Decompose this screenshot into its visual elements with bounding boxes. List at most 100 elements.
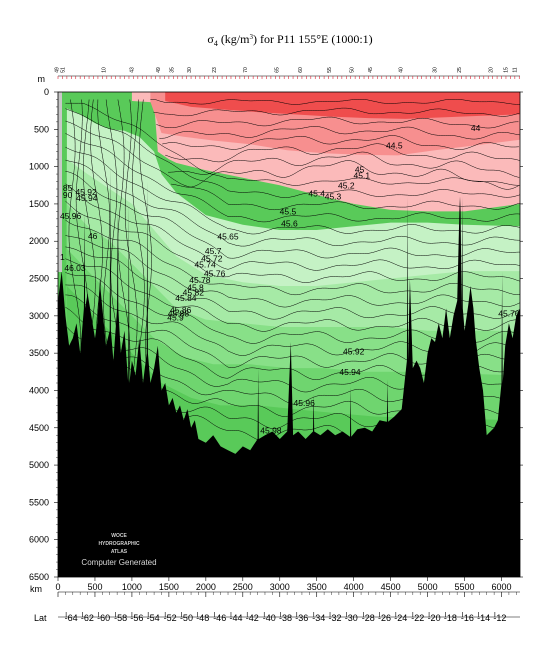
station-strip: 49 51 10 43 49 35 30 23 70 65 60 55 50 45 40 30 25 20 15 11 — [54, 67, 520, 79]
y-tick-label: 6500 — [29, 572, 49, 582]
y-tick-label: 0 — [44, 87, 49, 97]
x-unit-label: km — [30, 584, 42, 594]
station-label: 40 — [398, 67, 404, 73]
station-label: 30 — [432, 67, 438, 73]
contour-line — [159, 126, 520, 140]
station-label: 43 — [129, 67, 135, 73]
contour-label: 45.88 — [168, 309, 190, 319]
contour-label: 45.78 — [189, 275, 211, 285]
contour-label: 45.9 — [167, 312, 184, 322]
y-tick-label: 2000 — [29, 236, 49, 246]
contour-label: 45.98 — [260, 426, 282, 436]
seafloor-bathymetry — [58, 166, 520, 577]
contour-line — [162, 135, 519, 150]
contour-line — [65, 146, 520, 235]
contour-line — [65, 235, 520, 308]
station-label: 70 — [243, 67, 249, 73]
station-label: 55 — [327, 67, 333, 73]
lat-tick-label: -36 — [295, 613, 308, 623]
lat-tick-label: -56 — [130, 613, 143, 623]
contour-label: 45.74 — [194, 259, 216, 269]
contour-line — [165, 143, 520, 163]
y-tick-label: 5500 — [29, 497, 49, 507]
x-tick-label: 3500 — [307, 582, 327, 592]
lat-tick-label: -40 — [263, 613, 276, 623]
chart-title: σ4 (kg/m3) for P11 155°E (1000:1) — [207, 32, 372, 48]
x-tick-label: 2500 — [233, 582, 253, 592]
x-tick-label: 5000 — [418, 582, 438, 592]
x-axis: 0 500 1000 1500 2000 2500 3000 3500 4000 4500 5000… — [55, 577, 517, 597]
contour-label: 45.65 — [217, 232, 239, 242]
watermark-line-1: WOCE — [111, 533, 127, 539]
contour-label: 46 — [88, 231, 98, 241]
station-label: 25 — [457, 67, 463, 73]
lat-tick-label: -34 — [312, 613, 325, 623]
contour-label: 44 — [471, 123, 481, 133]
lat-tick-label: -16 — [461, 613, 474, 623]
credit-text: Computer Generated — [81, 558, 156, 567]
lat-tick-label: -42 — [246, 613, 259, 623]
y-tick-label: 4500 — [29, 423, 49, 433]
data-gap — [58, 92, 62, 272]
lat-tick-label: -48 — [196, 613, 209, 623]
contour-line — [65, 219, 520, 296]
station-label: 11 — [512, 67, 518, 72]
watermark-line-2: HYDROGRAPHIC — [98, 541, 140, 547]
lat-tick-label: -60 — [97, 613, 110, 623]
x-tick-label: 4000 — [344, 582, 364, 592]
contour-line — [132, 99, 145, 391]
title-middle: (kg/m — [218, 32, 250, 46]
x-tick-label: 4500 — [381, 582, 401, 592]
lat-tick-label: -52 — [164, 613, 177, 623]
contour-line — [171, 160, 519, 190]
y-tick-label: 3000 — [29, 311, 49, 321]
contour-line — [65, 133, 520, 223]
contour-label: 45.5 — [280, 206, 297, 216]
contour-label: 45.94 — [76, 193, 98, 203]
y-tick-label: 4000 — [29, 385, 49, 395]
station-label: 49 — [54, 67, 60, 73]
lat-tick-label: -28 — [362, 613, 375, 623]
contour-label: 45.76 — [204, 268, 226, 278]
lat-tick-label: -12 — [493, 613, 506, 623]
plot-area — [58, 92, 520, 577]
contour-label: 45.96 — [294, 398, 316, 408]
edge-label: 90 — [63, 190, 73, 200]
watermark-line-3: ATLAS — [111, 549, 128, 555]
contour-label: 45.94 — [339, 367, 361, 377]
contour-line — [153, 107, 520, 117]
contour-line — [65, 170, 520, 259]
contour-label: 45.82 — [183, 288, 205, 298]
lat-tick-label: -26 — [378, 613, 391, 623]
band-dark-red — [165, 92, 520, 119]
station-label: 30 — [187, 67, 193, 73]
contour-line — [65, 200, 520, 283]
contour-label: 45.8 — [187, 283, 204, 293]
station-label: 35 — [169, 67, 175, 73]
contour-line — [150, 99, 520, 105]
station-label: 65 — [274, 67, 280, 73]
contour-label: 45.7 — [205, 246, 222, 256]
station-label: 20 — [489, 67, 495, 73]
title-symbol: σ — [207, 32, 214, 46]
contour-label: 45 — [355, 165, 365, 175]
contour-label: 45.76 — [498, 309, 520, 319]
contour-label: 45.86 — [170, 305, 192, 315]
contour-label: 44.5 — [386, 141, 403, 151]
contour-label: 45.1 — [354, 171, 371, 181]
contour-line — [65, 108, 520, 198]
station-label: 51 — [61, 67, 67, 73]
x-tick-label: 0 — [55, 582, 60, 592]
contour-line — [156, 116, 519, 129]
edge-label: 1 — [60, 252, 65, 262]
lat-tick-label: -50 — [180, 613, 193, 623]
contour-label: 45.3 — [325, 191, 342, 201]
contour-label: 45.92 — [343, 347, 365, 357]
contour-line — [65, 159, 520, 247]
contour-line — [65, 246, 520, 320]
x-tick-label: 2000 — [196, 582, 216, 592]
y-tick-label: 5000 — [29, 460, 49, 470]
contour-line — [117, 99, 131, 391]
lat-tick-label: -54 — [147, 613, 160, 623]
lat-tick-label: -46 — [213, 613, 226, 623]
